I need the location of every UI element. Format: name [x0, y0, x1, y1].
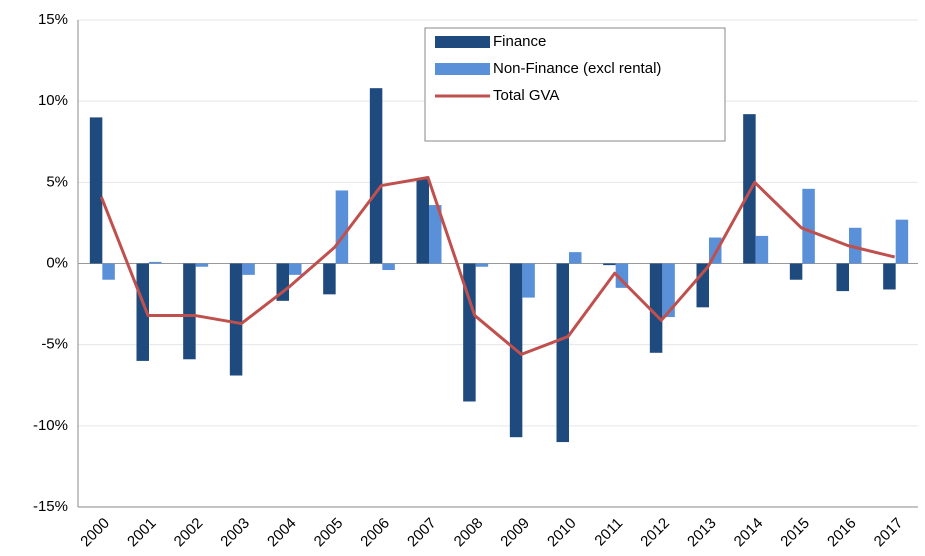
legend-swatch: [435, 63, 490, 75]
bar: [475, 263, 489, 267]
bar: [522, 263, 535, 298]
bar: [755, 235, 769, 264]
x-tick-label: 2006: [357, 515, 393, 551]
bar: [276, 263, 289, 301]
bar: [102, 263, 115, 280]
bar: [463, 263, 476, 402]
legend-label: Finance: [493, 33, 546, 50]
x-tick-label: 2014: [731, 515, 767, 551]
x-tick-label: 2017: [871, 515, 907, 551]
bar: [603, 263, 616, 266]
y-tick-label: 5%: [46, 173, 68, 190]
bar: [662, 263, 675, 318]
bar: [149, 261, 162, 264]
x-tick-label: 2010: [544, 515, 580, 551]
bar: [569, 252, 582, 264]
bar: [416, 179, 429, 264]
y-tick-label: 10%: [38, 92, 68, 109]
x-tick-label: 2016: [824, 515, 860, 551]
bar: [836, 263, 849, 292]
x-tick-label: 2000: [77, 515, 113, 551]
bar: [649, 263, 663, 353]
bar: [183, 263, 196, 360]
x-tick-label: 2005: [311, 515, 347, 551]
legend-label: Non-Finance (excl rental): [493, 60, 661, 77]
bar: [883, 263, 896, 290]
y-tick-label: 0%: [46, 254, 68, 271]
bar: [242, 263, 255, 275]
x-tick-label: 2011: [591, 515, 626, 550]
bar: [789, 263, 803, 280]
bar: [369, 88, 383, 264]
x-tick-label: 2001: [124, 515, 160, 551]
x-tick-label: 2013: [684, 515, 720, 551]
bar: [89, 117, 103, 264]
y-tick-label: -15%: [33, 498, 68, 515]
y-tick-label: 15%: [38, 11, 68, 28]
x-tick-label: 2009: [497, 515, 533, 551]
bar: [323, 263, 336, 295]
x-tick-label: 2003: [217, 515, 253, 551]
bar: [556, 263, 569, 443]
bar: [696, 263, 709, 308]
bar: [895, 219, 909, 264]
legend-label: Total GVA: [493, 87, 559, 104]
legend-swatch: [435, 36, 490, 48]
x-tick-label: 2002: [171, 515, 207, 551]
bar: [382, 263, 395, 270]
x-tick-label: 2008: [451, 515, 487, 551]
y-tick-label: -10%: [33, 417, 68, 434]
x-tick-label: 2015: [777, 515, 813, 551]
bar: [849, 227, 862, 264]
bar: [195, 263, 209, 267]
bar: [335, 190, 349, 264]
bar: [229, 263, 243, 376]
line: [99, 175, 896, 356]
x-tick-label: 2012: [637, 515, 673, 551]
bar: [429, 205, 442, 264]
x-tick-label: 2007: [404, 515, 440, 551]
bar: [802, 188, 815, 264]
bar: [136, 263, 149, 361]
y-tick-label: -5%: [41, 336, 68, 353]
bar: [289, 263, 302, 275]
x-tick-label: 2004: [264, 515, 300, 551]
